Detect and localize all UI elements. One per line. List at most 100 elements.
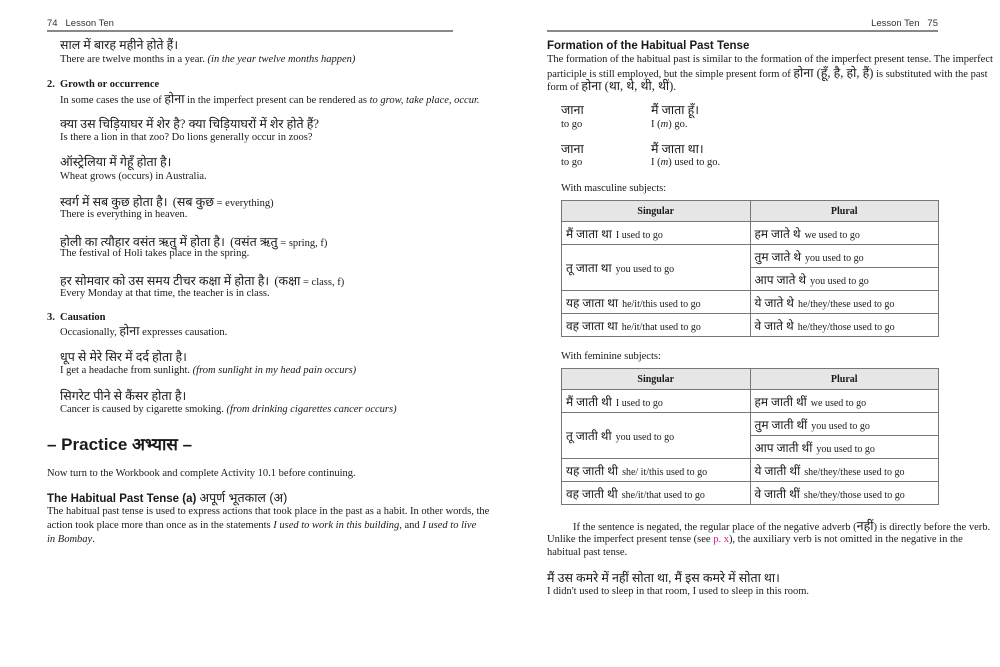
literal: (from sunlight in my head pain occurs) bbox=[192, 365, 357, 376]
hindi: नहीं bbox=[856, 519, 874, 533]
table-cell: वे जाते थे he/they/those used to go bbox=[749, 313, 939, 337]
section-title: Growth or occurrence bbox=[60, 79, 160, 90]
english: she/ it/this used to go bbox=[622, 466, 708, 478]
gloss-hindi: (वसंत ऋतु bbox=[230, 235, 278, 249]
heading-text: The Habitual Past Tense (a) bbox=[47, 493, 200, 505]
text: is substituted with the past bbox=[873, 69, 988, 80]
text: ), the auxiliary verb is not omitted in … bbox=[728, 534, 963, 545]
hindi: स्वर्ग में सब कुछ होता है। bbox=[60, 195, 168, 209]
english: you used to go bbox=[816, 443, 875, 455]
hindi: वे जाती थीं bbox=[754, 486, 800, 501]
column-header: Singular bbox=[561, 368, 751, 390]
english: Cancer is caused by cigarette smoking. bbox=[60, 404, 227, 415]
header-rule bbox=[47, 30, 453, 32]
header-title: Lesson Ten bbox=[871, 18, 920, 29]
translation: Every Monday at that time, the teacher i… bbox=[60, 288, 270, 299]
table-cell: तू जाता था you used to go bbox=[561, 244, 751, 291]
hindi: होना (हूँ, है, हो, हैं) bbox=[793, 66, 874, 80]
column-header: Singular bbox=[561, 200, 751, 222]
italic: m bbox=[660, 157, 669, 168]
hindi: वह जाता था bbox=[566, 318, 618, 333]
page-number: 75 bbox=[927, 18, 938, 29]
hindi-sentence: मैं उस कमरे में नहीं सोता था, मैं इस कमर… bbox=[547, 571, 780, 585]
infinitive-gloss: to go bbox=[561, 157, 583, 168]
hindi-sentence-with-gloss: हर सोमवार को उस समय टीचर कक्षा में होता … bbox=[60, 274, 344, 290]
paragraph-line: action took place more than once as in t… bbox=[47, 519, 476, 533]
paragraph-line: participle is still employed, but the si… bbox=[547, 66, 988, 82]
english: I used to go bbox=[615, 229, 663, 241]
paragraph-line: Unlike the imperfect present tense (see … bbox=[547, 533, 963, 547]
gloss: = everything) bbox=[214, 198, 274, 209]
feminine-label: With feminine subjects: bbox=[561, 351, 661, 362]
hindi-sentence: मैं जाता था। bbox=[651, 142, 704, 156]
gloss: = spring, f) bbox=[277, 238, 328, 249]
table-cell: वह जाता था he/it/that used to go bbox=[561, 313, 751, 337]
infinitive: जाना bbox=[561, 142, 584, 156]
section-number: 2. bbox=[47, 79, 55, 90]
table-cell: तुम जाती थीं you used to go bbox=[749, 412, 939, 436]
table-row: आप जाते थे you used to go bbox=[562, 267, 939, 291]
table-cell: हम जाती थीं we used to go bbox=[749, 389, 939, 413]
text: I ( bbox=[651, 119, 661, 130]
italic-text: to grow, take place, occur. bbox=[369, 95, 480, 106]
text: participle is still employed, but the si… bbox=[547, 69, 794, 80]
table-row: यह जाती थी she/ it/this used to go ये जात… bbox=[561, 458, 939, 482]
hindi: तुम जाते थे bbox=[754, 249, 802, 264]
table-cell: मैं जाता था I used to go bbox=[561, 221, 751, 245]
running-header-left: 74 Lesson Ten bbox=[47, 17, 114, 31]
table-cell: ये जाती थीं she/they/these used to go bbox=[749, 458, 939, 482]
table-cell: आप जाते थे you used to go bbox=[749, 267, 939, 291]
page-reference-link[interactable]: p. x bbox=[713, 534, 729, 545]
table-cell: ये जाते थे he/they/these used to go bbox=[749, 290, 939, 314]
hindi: ये जाती थीं bbox=[754, 463, 801, 478]
italic-text: I used to work in this building bbox=[273, 520, 400, 531]
english: you used to go bbox=[615, 264, 675, 275]
text: If the sentence is negated, the regular … bbox=[573, 522, 857, 533]
paragraph-line: If the sentence is negated, the regular … bbox=[573, 519, 990, 535]
paragraph-line: The habitual past tense is used to expre… bbox=[47, 506, 490, 517]
translation: Is there a lion in that zoo? Do lions ge… bbox=[60, 132, 313, 143]
hindi: मैं जाता था bbox=[566, 226, 612, 241]
hindi-word: होना bbox=[119, 324, 140, 338]
practice-heading: – Practice अभ्यास – bbox=[47, 435, 193, 454]
practice-text: Now turn to the Workbook and complete Ac… bbox=[47, 468, 356, 479]
feminine-conjugation-table: Singular Plural मैं जाती थी I used to go ह… bbox=[561, 368, 939, 505]
column-header: Plural bbox=[749, 200, 939, 222]
english: you used to go bbox=[805, 252, 864, 264]
hindi-word: होना bbox=[164, 92, 185, 106]
table-row: तू जाती थी you used to go तुम जाती थीं you… bbox=[561, 412, 939, 459]
text: in the imperfect present can be rendered… bbox=[184, 95, 370, 106]
text: expresses causation. bbox=[139, 327, 228, 338]
gloss: = class, f) bbox=[300, 277, 345, 288]
literal: (from drinking cigarettes cancer occurs) bbox=[226, 404, 397, 415]
english: I get a headache from sunlight. bbox=[60, 365, 193, 376]
section-text: In some cases the use of होना in the imp… bbox=[60, 92, 480, 108]
italic: m bbox=[660, 119, 669, 130]
text: I ( bbox=[651, 157, 661, 168]
table-cell: यह जाता था he/it/this used to go bbox=[561, 290, 751, 314]
translation: I (m) used to go. bbox=[651, 156, 720, 170]
text: ) is directly before the verb. bbox=[873, 522, 991, 533]
hindi-sentence: साल में बारह महीने होते हैं। bbox=[60, 38, 179, 52]
section-text: Occasionally, होना expresses causation. bbox=[60, 324, 227, 340]
text: ) go. bbox=[668, 119, 688, 130]
translation: Wheat grows (occurs) in Australia. bbox=[60, 171, 207, 182]
table-row: मैं जाती थी I used to go हम जाती थीं we us… bbox=[561, 389, 939, 413]
hindi: तुम जाती थीं bbox=[754, 417, 808, 432]
paragraph-line: form of होना (था, थे, थी, थीं). bbox=[547, 79, 676, 95]
table-cell: हम जाते थे we used to go bbox=[749, 221, 939, 245]
section-title: Causation bbox=[60, 312, 106, 323]
masculine-conjugation-table: Singular Plural मैं जाता था I used to go ह… bbox=[561, 200, 939, 337]
infinitive: जाना bbox=[561, 103, 584, 117]
text: In some cases the use of bbox=[60, 95, 165, 106]
hindi: आप जाती थीं bbox=[754, 440, 813, 455]
table-row: वह जाती थी she/it/that used to go वे जाती… bbox=[561, 481, 939, 505]
text: action took place more than once as in t… bbox=[47, 520, 274, 531]
hindi: होना (था, थे, थी, थीं) bbox=[581, 79, 674, 93]
hindi: हर सोमवार को उस समय टीचर कक्षा में होता … bbox=[60, 274, 270, 288]
hindi-sentence: ऑस्ट्रेलिया में गेहूँ होता है। bbox=[60, 155, 172, 169]
translation: Cancer is caused by cigarette smoking. (… bbox=[60, 403, 397, 417]
italic-text: in Bombay bbox=[47, 534, 93, 545]
heading-hindi: अपूर्ण भूतकाल (अ) bbox=[199, 491, 288, 505]
table-header-row: Singular Plural bbox=[561, 368, 939, 390]
